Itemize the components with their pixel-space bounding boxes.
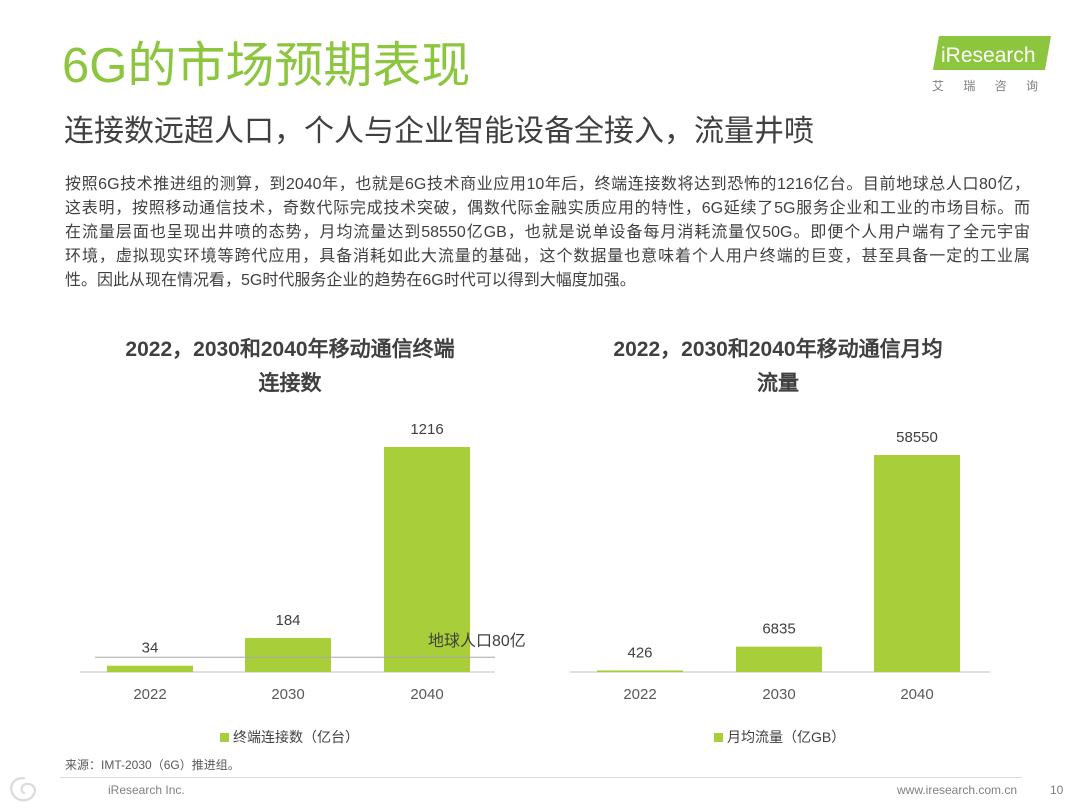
footer-page-number: 10 <box>1050 783 1064 797</box>
chart-2-title: 2022，2030和2040年移动通信月均 流量 <box>578 333 978 401</box>
chart-1-legend-swatch <box>220 733 229 742</box>
chart-2-bar-2040 <box>874 455 960 672</box>
chart-1-bar-2040 <box>384 447 470 672</box>
source-note: 来源：IMT-2030（6G）推进组。 <box>65 758 240 772</box>
chart-2-value-label-2040: 58550 <box>896 429 938 446</box>
chart-2-plot: 426 2022 6835 2030 58550 2040 <box>570 429 990 703</box>
intro-line: 在流量层面也呈现出井喷的态势，月均流量达到58550亿GB，也就是说单设备每月消… <box>65 224 1030 241</box>
chart-2-legend-label: 月均流量（亿GB） <box>727 729 846 745</box>
chart-2-category-label-2030: 2030 <box>762 686 795 703</box>
page-title: 6G的市场预期表现 <box>62 39 471 93</box>
chart-2-legend: 月均流量（亿GB） <box>714 727 845 747</box>
chart-1-bar-2022 <box>107 665 193 672</box>
footer-divider <box>60 777 1022 778</box>
chart-1-category-label-2022: 2022 <box>133 686 166 703</box>
iresearch-logo: iResearch <box>933 36 1051 70</box>
chart-1-value-label-2040: 1216 <box>410 421 443 438</box>
chart-1-reference-label: 地球人口80亿 <box>428 632 526 650</box>
chart-2-category-label-2040: 2040 <box>900 686 933 703</box>
chart-1-category-label-2030: 2030 <box>271 686 304 703</box>
chart-2-category-label-2022: 2022 <box>623 686 656 703</box>
footer-website: www.iresearch.com.cn <box>897 783 1018 797</box>
chart-2-title-line-2: 流量 <box>757 372 799 395</box>
logo-brand-text: iResearch <box>941 44 1036 67</box>
intro-line: 这表明，按照移动通信技术，奇数代际完成技术突破，偶数代际金融实质应用的特性，6G… <box>65 200 1030 217</box>
chart-2-legend-swatch <box>714 733 723 742</box>
logo-banner-shape <box>933 36 1051 70</box>
chart-1-legend-label: 终端连接数（亿台） <box>233 729 359 745</box>
chart-1-title-line-1: 2022，2030和2040年移动通信终端 <box>125 338 455 361</box>
chart-2-value-label-2030: 6835 <box>762 621 795 638</box>
logo-brand-cn: 艾 瑞 咨 询 <box>932 79 1047 93</box>
chart-1-category-label-2040: 2040 <box>410 686 443 703</box>
chart-1-title: 2022，2030和2040年移动通信终端 连接数 <box>90 333 490 401</box>
chart-1-legend: 终端连接数（亿台） <box>220 727 359 747</box>
chart-2-value-label-2022: 426 <box>627 644 652 661</box>
page-subtitle: 连接数远超人口，个人与企业智能设备全接入，流量井喷 <box>64 115 814 148</box>
chart-1-value-label-2030: 184 <box>275 612 300 629</box>
chart-1-value-label-2022: 34 <box>142 640 159 657</box>
footer-copyright: iResearch Inc. <box>108 783 185 797</box>
chart-1-bar-2030 <box>245 637 331 672</box>
watermark-swirl-icon <box>10 776 36 802</box>
intro-line: 按照6G技术推进组的测算，到2040年，也就是6G技术商业应用10年后，终端连接… <box>65 176 1030 193</box>
chart-2-bar-2030 <box>736 646 822 672</box>
intro-line: 性。因此从现在情况看，5G时代服务企业的趋势在6G时代可以得到大幅度加强。 <box>65 272 636 289</box>
intro-line: 环境，虚拟现实环境等跨代应用，具备消耗如此大流量的基础，这个数据量也意味着个人用… <box>65 248 1030 265</box>
chart-1-plot: 34 2022 184 2030 1216 2040 地球人口80亿 <box>80 421 526 703</box>
intro-paragraph: 按照6G技术推进组的测算，到2040年，也就是6G技术商业应用10年后，终端连接… <box>65 173 1030 293</box>
chart-2-title-line-1: 2022，2030和2040年移动通信月均 <box>613 338 943 361</box>
chart-1-title-line-2: 连接数 <box>258 372 322 395</box>
chart-2-bar-2022 <box>597 670 683 672</box>
